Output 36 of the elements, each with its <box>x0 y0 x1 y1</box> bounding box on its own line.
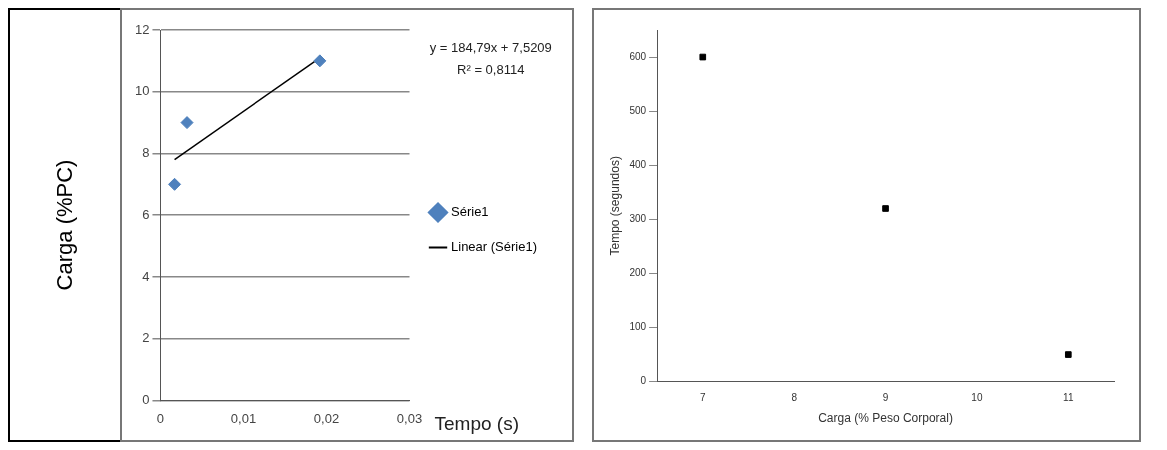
y-axis-title: Carga (%PC) <box>52 159 78 291</box>
y-tick-label: 500 <box>629 104 647 116</box>
point <box>168 177 182 191</box>
y-tick-label: 12 <box>134 21 150 37</box>
text: R² = 0,8114 <box>457 62 525 77</box>
legend-label: Linear (Série1) <box>451 239 538 255</box>
x-tick-label: 7 <box>699 392 706 404</box>
x-axis-title: Tempo (s) <box>434 413 519 435</box>
y-tick-label: 100 <box>629 321 647 333</box>
y-tick-label: 6 <box>142 206 150 222</box>
x-tick-label: 0,02 <box>313 410 340 426</box>
y-tick-label: 2 <box>142 330 150 346</box>
point <box>699 53 707 61</box>
point <box>1064 351 1072 358</box>
y-tick-label: 8 <box>142 145 150 161</box>
point <box>313 54 327 68</box>
y-tick-label: 4 <box>142 268 150 284</box>
x-tick-label: 0 <box>156 410 165 426</box>
point <box>882 205 889 212</box>
x-tick-label: 9 <box>882 392 889 404</box>
x-tick-label: 0,03 <box>396 410 423 426</box>
legend-label: Série1 <box>451 204 489 220</box>
y-tick-label: 10 <box>134 83 150 99</box>
y-tick-label: 300 <box>629 213 647 225</box>
y-axis-title: Tempo (segundos) <box>607 156 622 256</box>
x-axis-title: Carga (% Peso Corporal) <box>818 411 953 426</box>
y-tick-label: 0 <box>640 375 647 387</box>
y-tick-label: 400 <box>629 158 647 170</box>
y-tick-label: 600 <box>629 50 647 62</box>
x-tick-label: 10 <box>971 392 983 404</box>
x-tick-label: 0,01 <box>230 410 257 426</box>
x-tick-label: 11 <box>1063 392 1074 404</box>
point <box>180 116 194 130</box>
x-tick-label: 8 <box>791 392 798 404</box>
text: y = 184,79x + 7,5209 <box>429 40 552 55</box>
y-tick-label: 200 <box>629 267 647 279</box>
